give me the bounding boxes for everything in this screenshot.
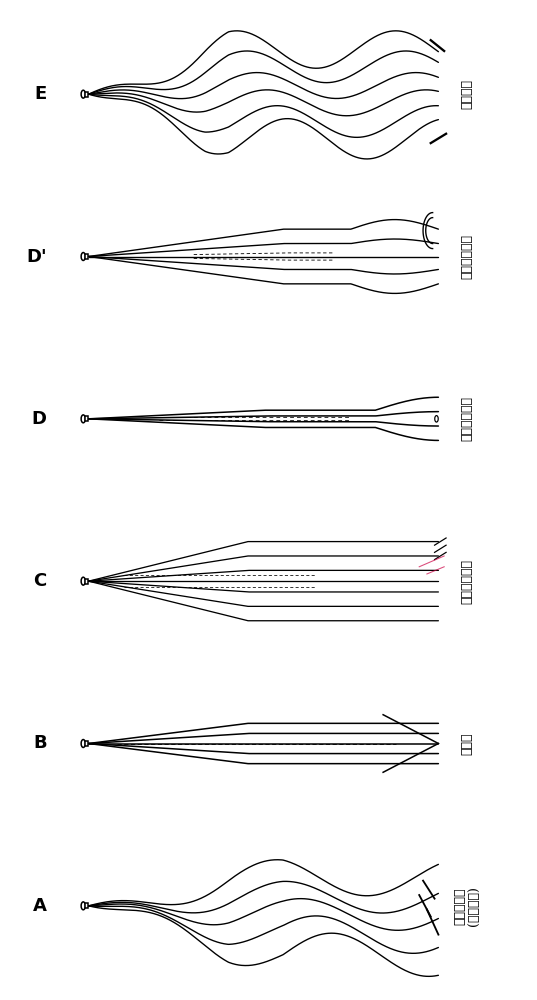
Circle shape <box>81 90 85 98</box>
Text: D: D <box>32 410 47 428</box>
Text: 未处理的束
(开始状态): 未处理的束 (开始状态) <box>453 886 481 926</box>
Circle shape <box>435 416 438 422</box>
Text: 卷曲恢复: 卷曲恢复 <box>461 79 474 109</box>
Circle shape <box>81 902 85 910</box>
Bar <box>85 416 89 421</box>
Bar <box>85 92 89 97</box>
Text: 没有卷曲恢复: 没有卷曲恢复 <box>461 559 474 604</box>
Text: E: E <box>34 85 47 103</box>
Bar <box>85 903 89 908</box>
Text: C: C <box>33 572 47 590</box>
Text: 轻微卷曲恢复: 轻微卷曲恢复 <box>461 396 474 441</box>
Circle shape <box>81 577 85 585</box>
Circle shape <box>81 415 85 423</box>
Text: 直的束: 直的束 <box>461 732 474 755</box>
Text: 轻微卷曲恢复: 轻微卷曲恢复 <box>461 234 474 279</box>
Circle shape <box>81 253 85 260</box>
Circle shape <box>81 740 85 747</box>
Bar <box>85 254 89 259</box>
Bar <box>85 579 89 584</box>
Text: D': D' <box>26 247 47 265</box>
Text: A: A <box>33 897 47 915</box>
Bar <box>85 741 89 746</box>
Text: B: B <box>33 734 47 752</box>
